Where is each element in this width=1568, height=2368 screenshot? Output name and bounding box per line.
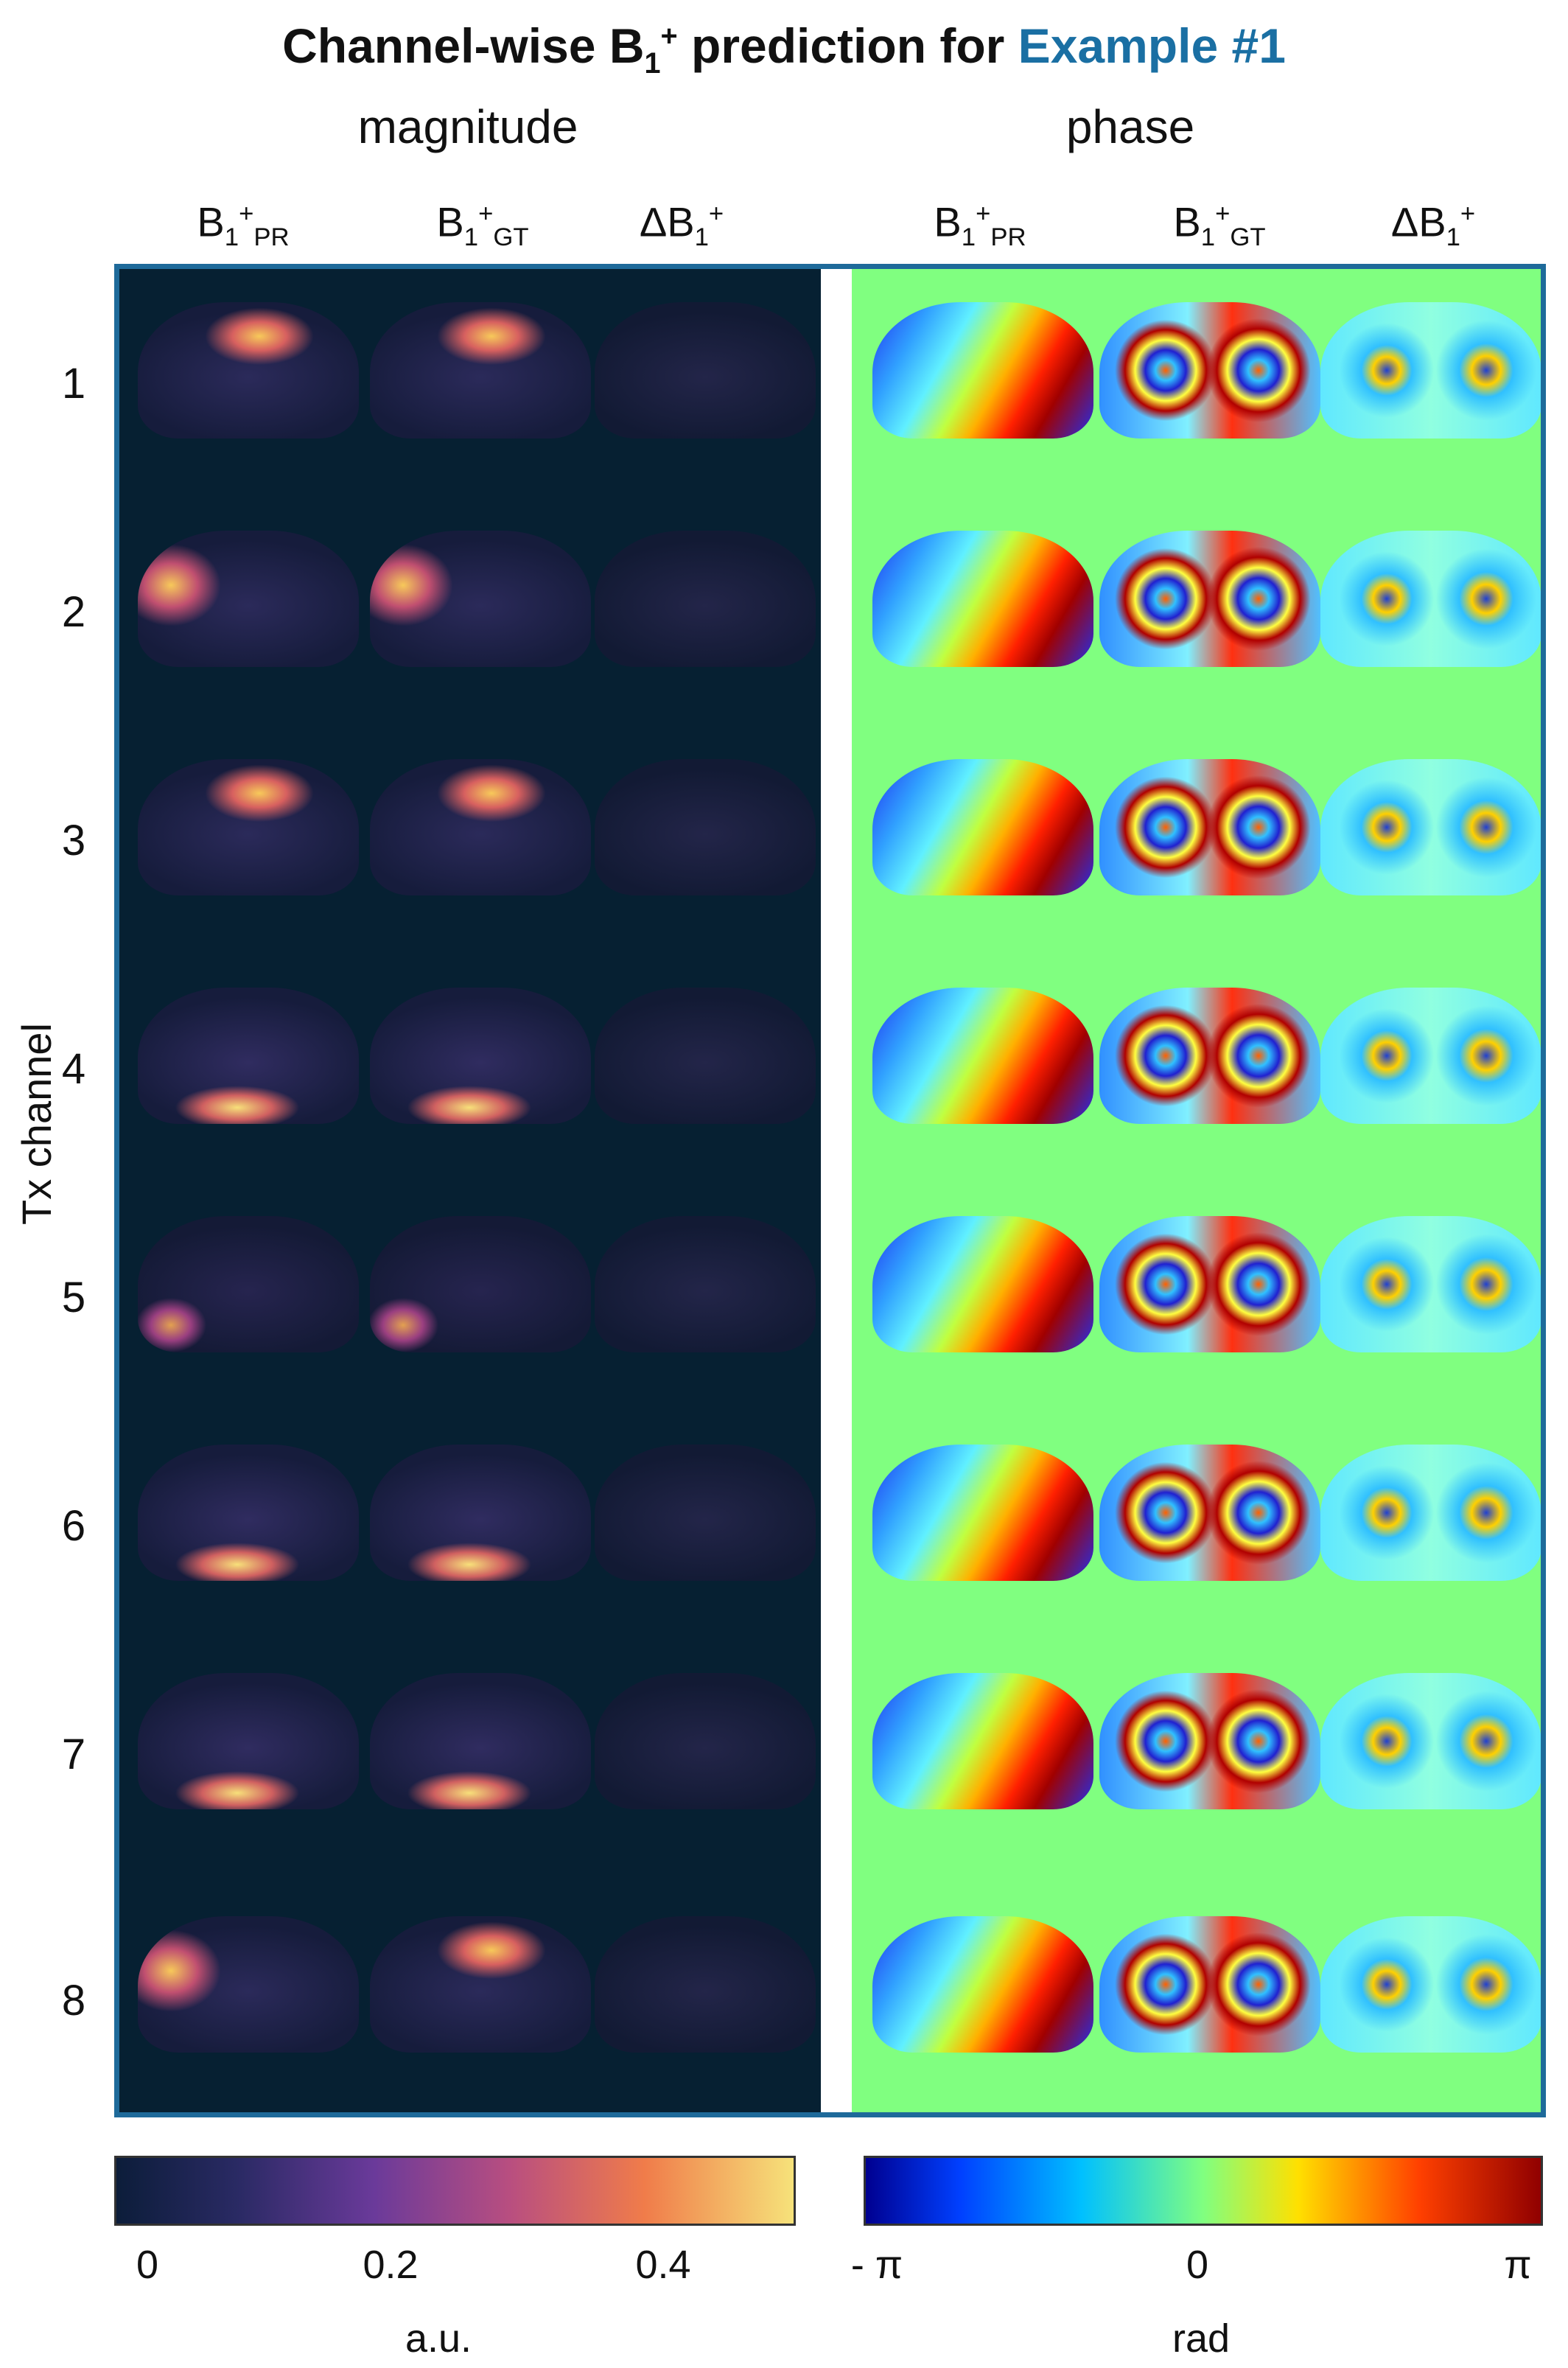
mag-pr-slice [138,988,359,1124]
phase-diff-slice [1320,988,1541,1124]
mag-diff-slice [595,988,816,1124]
mag-tick: 0 [136,2243,159,2287]
phase-diff-slice [1320,1673,1541,1809]
mag-unit-label: a.u. [405,2316,472,2361]
row-label: 1 [61,360,86,408]
phase-pr-slice [872,988,1093,1124]
phase-gt-slice [1099,1216,1320,1352]
row-label: 4 [61,1045,86,1093]
phase-tick: π [1504,2243,1532,2287]
mag-pr-slice [138,1216,359,1352]
phase-pr-slice [872,1445,1093,1581]
phase-diff-slice [1320,1916,1541,2053]
mag-pr-slice [138,1673,359,1809]
mag-diff-slice [595,1445,816,1581]
mag-pr-slice [138,1445,359,1581]
phase-unit-label: rad [1172,2316,1231,2361]
row-label: 7 [61,1730,86,1778]
row-label: 5 [61,1274,86,1321]
mag-tick: 0.4 [635,2243,691,2287]
phase-diff-slice [1320,531,1541,667]
phase-pr-slice [872,759,1093,895]
phase-diff-slice [1320,1216,1541,1352]
phase-pr-slice [872,1216,1093,1352]
mag-pr-slice [138,302,359,439]
phase-gt-slice [1099,1673,1320,1809]
mag-gt-slice [370,531,591,667]
y-axis-label: Tx channel [13,1023,60,1225]
phase-gt-slice [1099,531,1320,667]
phase-tick: - π [850,2243,903,2287]
section-label-magnitude: magnitude [357,100,578,153]
col-header-mag-gt: B1+GT [436,198,529,251]
section-label-phase: phase [1065,100,1195,153]
col-header-mag-diff: ΔB1+ [639,198,724,251]
col-header-ph-diff: ΔB1+ [1390,198,1476,251]
mag-gt-slice [370,1673,591,1809]
row-label: 8 [61,1977,86,2025]
mag-diff-slice [595,1216,816,1352]
mag-pr-slice [138,1916,359,2053]
mag-diff-slice [595,531,816,667]
phase-gt-slice [1099,759,1320,895]
phase-gt-slice [1099,1916,1320,2053]
phase-diff-slice [1320,302,1541,439]
mag-gt-slice [370,988,591,1124]
phase-tick: 0 [1186,2243,1209,2287]
col-header-mag-pr: B1+PR [197,198,290,251]
mag-diff-slice [595,302,816,439]
mag-diff-slice [595,1916,816,2053]
mag-diff-slice [595,1673,816,1809]
phase-gt-slice [1099,988,1320,1124]
mag-diff-slice [595,759,816,895]
phase-colorbar [864,2156,1543,2226]
mag-pr-slice [138,531,359,667]
mag-gt-slice [370,1916,591,2053]
col-header-ph-pr: B1+PR [934,198,1026,251]
phase-pr-slice [872,1673,1093,1809]
title-highlight: Example #1 [1018,18,1286,73]
phase-diff-slice [1320,759,1541,895]
row-label: 3 [61,817,86,865]
magnitude-colorbar [114,2156,796,2226]
phase-pr-slice [872,1916,1093,2053]
mag-gt-slice [370,759,591,895]
row-label: 2 [61,588,86,636]
figure-title: Channel-wise B1+ prediction for Example … [282,18,1286,80]
mag-gt-slice [370,302,591,439]
mag-gt-slice [370,1216,591,1352]
phase-pr-slice [872,302,1093,439]
mag-tick: 0.2 [363,2243,419,2287]
phase-gt-slice [1099,302,1320,439]
row-label: 6 [61,1502,86,1550]
col-header-ph-gt: B1+GT [1173,198,1266,251]
phase-gt-slice [1099,1445,1320,1581]
mag-gt-slice [370,1445,591,1581]
phase-pr-slice [872,531,1093,667]
phase-diff-slice [1320,1445,1541,1581]
mag-pr-slice [138,759,359,895]
image-grid [114,264,1546,2117]
